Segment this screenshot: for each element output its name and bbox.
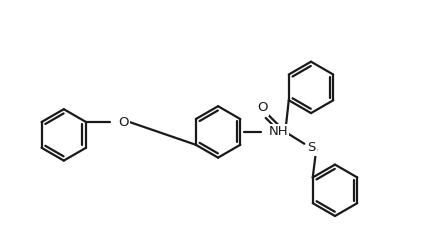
Text: NH: NH xyxy=(269,126,288,138)
Text: S: S xyxy=(307,141,316,154)
Text: O: O xyxy=(118,116,129,128)
Text: O: O xyxy=(257,101,267,114)
